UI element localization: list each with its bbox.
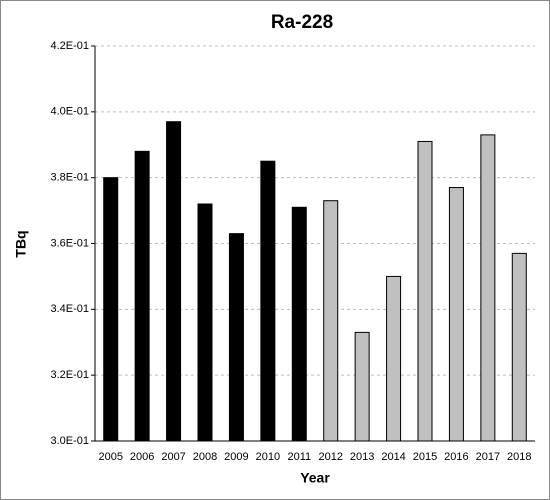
x-tick-label: 2017 <box>476 451 500 463</box>
x-tick-label: 2009 <box>224 451 248 463</box>
bar <box>323 200 339 442</box>
x-tick-label: 2015 <box>413 451 437 463</box>
x-tick-label: 2016 <box>444 451 468 463</box>
bar <box>291 206 307 442</box>
bar <box>228 233 244 442</box>
x-tick-label: 2012 <box>318 451 342 463</box>
x-tick-label: 2007 <box>161 451 185 463</box>
x-tick-label: 2011 <box>287 451 311 463</box>
y-tick-label: 3.4E-01 <box>50 303 89 315</box>
bar <box>448 187 464 442</box>
y-tick-label: 3.0E-01 <box>50 435 89 447</box>
chart-title: Ra-228 <box>271 12 333 33</box>
bar <box>511 252 527 442</box>
y-tick-label: 3.2E-01 <box>50 369 89 381</box>
x-tick-label: 2013 <box>350 451 374 463</box>
bar <box>417 140 433 442</box>
x-axis-label: Year <box>300 470 330 486</box>
bar <box>197 203 213 442</box>
bar <box>480 134 496 442</box>
x-tick-label: 2018 <box>507 451 531 463</box>
x-tick-label: 2014 <box>381 451 405 463</box>
x-tick-label: 2008 <box>193 451 217 463</box>
y-tick-label: 4.0E-01 <box>50 106 89 118</box>
y-axis-label: TBq <box>13 230 29 257</box>
bar <box>103 177 119 442</box>
y-tick-label: 3.6E-01 <box>50 237 89 249</box>
bar <box>386 275 402 442</box>
x-tick-label: 2010 <box>256 451 280 463</box>
bar <box>354 331 370 442</box>
bar <box>260 160 276 442</box>
y-tick-label: 4.2E-01 <box>50 40 89 52</box>
bar <box>134 150 150 442</box>
x-tick-label: 2005 <box>98 451 122 463</box>
bar <box>166 121 182 442</box>
y-tick-label: 3.8E-01 <box>50 172 89 184</box>
x-tick-label: 2006 <box>130 451 154 463</box>
